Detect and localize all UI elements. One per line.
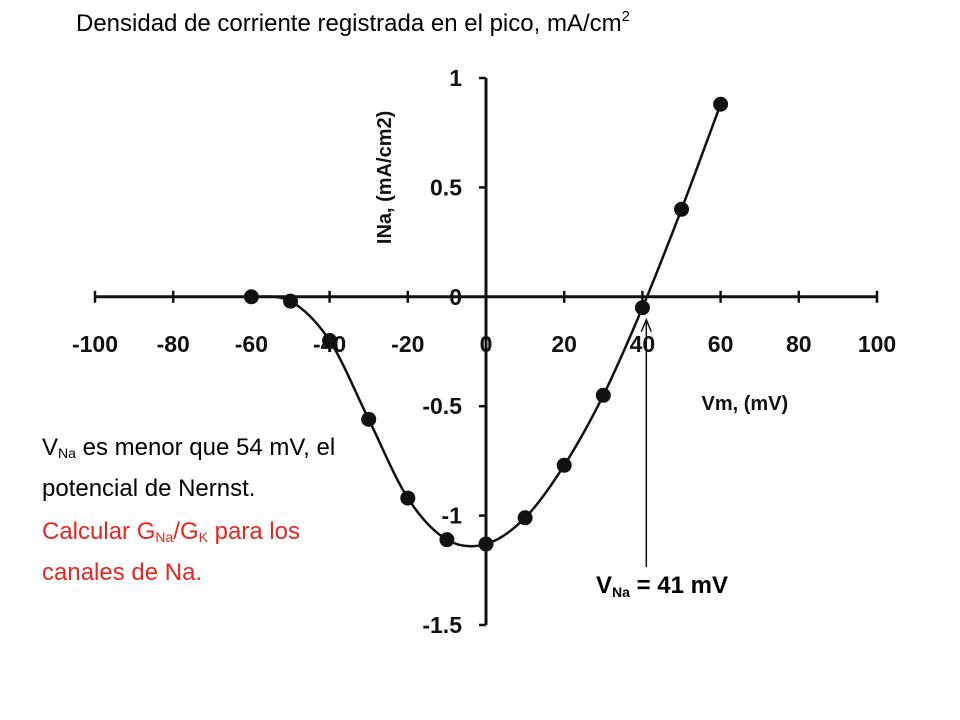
x-tick-label: 0 [480, 331, 493, 357]
vna-marker [640, 317, 653, 567]
chart-ticks: -100-80-60-40-2002040608010010.50-0.5-1-… [72, 65, 896, 638]
x-tick-label: 60 [708, 331, 734, 357]
data-point [243, 289, 259, 305]
data-point [634, 300, 650, 316]
x-tick-label: -20 [391, 331, 424, 357]
x-tick-label: 100 [858, 331, 896, 357]
data-point [322, 333, 338, 349]
y-tick-label: -1 [442, 503, 463, 529]
y-tick-label: -0.5 [422, 393, 462, 419]
title-text: Densidad de corriente registrada en el p… [76, 10, 622, 37]
data-point [713, 96, 729, 112]
vna-arrowhead [640, 317, 653, 333]
y-tick-label: -1.5 [422, 612, 462, 638]
data-point [517, 510, 533, 526]
y-tick-label: 0.5 [430, 174, 462, 200]
note-subscript: Na [58, 445, 76, 461]
x-tick-label: -100 [72, 331, 118, 357]
vna-v: V [596, 572, 613, 599]
task-a: Calcular G [42, 518, 156, 545]
vna-value: = 41 mV [629, 572, 728, 599]
data-point [478, 536, 494, 552]
vna-label: VNa = 41 mV [596, 572, 728, 600]
x-tick-label: 80 [786, 331, 812, 357]
data-point [439, 532, 455, 548]
vna-subscript: Na [612, 584, 630, 600]
series-line [251, 103, 722, 548]
y-tick-label: 1 [449, 65, 462, 91]
note-rest: es menor que 54 mV, el potencial de Nern… [42, 434, 336, 502]
data-point [674, 201, 689, 217]
note-v: V [42, 434, 59, 461]
x-tick-label: 40 [630, 331, 656, 357]
y-axis-title: INa, (mA/cm2) [374, 111, 396, 244]
x-tick-label: 20 [551, 331, 577, 357]
data-point [556, 457, 572, 473]
task-sub-k: K [198, 529, 208, 545]
x-tick-label: -80 [157, 331, 190, 357]
y-tick-label: 0 [449, 284, 462, 310]
nernst-note: VNa es menor que 54 mV, el potencial de … [42, 430, 352, 506]
x-tick-label: -60 [235, 331, 268, 357]
task-b: /G [173, 518, 199, 545]
data-point [400, 490, 416, 506]
data-point [361, 411, 377, 427]
task-c: para los canales de Na. [42, 518, 301, 586]
data-point [283, 293, 298, 309]
task-sub-na: Na [155, 529, 174, 545]
task-note: Calcular GNa/GK para los canales de Na. [42, 514, 352, 590]
x-axis-title: Vm, (mV) [702, 393, 789, 415]
series-points [243, 96, 729, 552]
data-point [595, 387, 611, 403]
explanation-text: VNa es menor que 54 mV, el potencial de … [42, 430, 352, 590]
slide-title: Densidad de corriente registrada en el p… [76, 8, 936, 38]
title-superscript: 2 [621, 8, 630, 25]
